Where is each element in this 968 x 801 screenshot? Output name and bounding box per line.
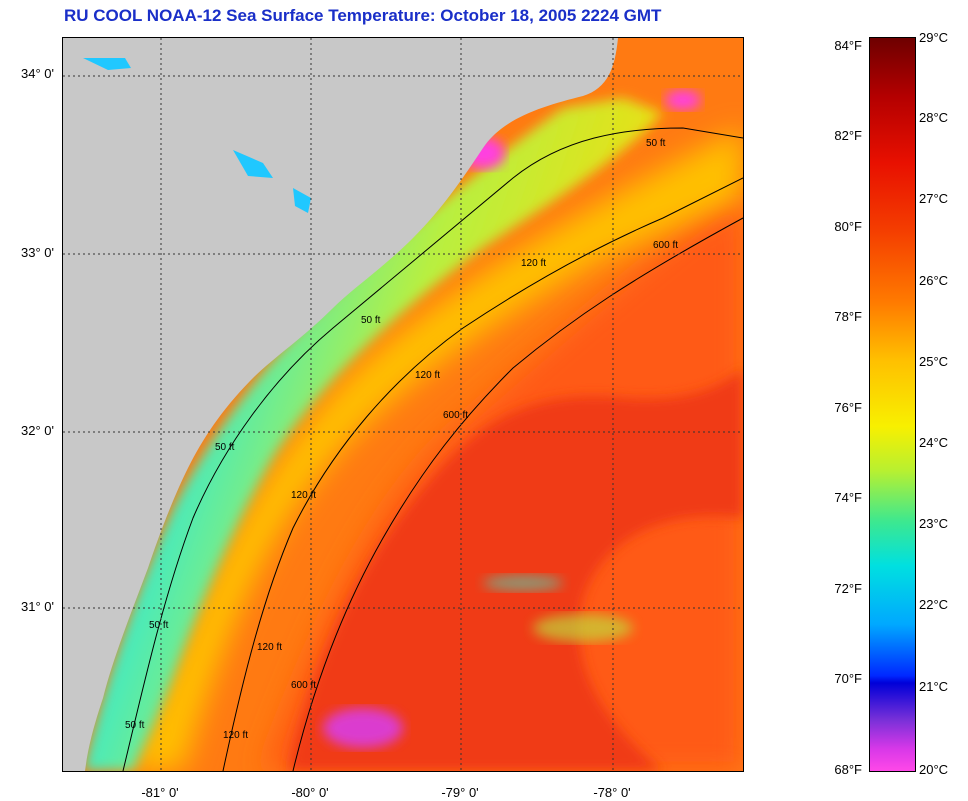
latitude-label: 32° 0' <box>21 423 54 438</box>
contour-label: 120 ft <box>291 490 316 501</box>
fahrenheit-label: 74°F <box>834 490 862 505</box>
fahrenheit-label: 76°F <box>834 400 862 415</box>
latitude-label: 34° 0' <box>21 66 54 81</box>
contour-label: 120 ft <box>257 642 282 653</box>
contour-label: 50 ft <box>149 620 169 631</box>
fahrenheit-label: 68°F <box>834 762 862 777</box>
longitude-label: -78° 0' <box>593 785 631 800</box>
contour-label: 50 ft <box>125 720 145 731</box>
map-title: RU COOL NOAA-12 Sea Surface Temperature:… <box>64 6 662 25</box>
sst-map-graphic: 50 ft 50 ft 50 ft 50 ft 50 ft 120 ft 120… <box>63 38 743 771</box>
celsius-label: 28°C <box>919 110 949 125</box>
latitude-label: 33° 0' <box>21 245 54 260</box>
longitude-label: -80° 0' <box>291 785 329 800</box>
celsius-label: 26°C <box>919 273 949 288</box>
contour-label: 120 ft <box>223 730 248 741</box>
sst-map[interactable]: 50 ft 50 ft 50 ft 50 ft 50 ft 120 ft 120… <box>62 37 744 772</box>
latitude-label: 31° 0' <box>21 599 54 614</box>
celsius-label: 21°C <box>919 679 949 694</box>
contour-label: 50 ft <box>215 442 235 453</box>
longitude-label: -81° 0' <box>141 785 179 800</box>
celsius-label: 22°C <box>919 597 949 612</box>
contour-label: 600 ft <box>653 240 678 251</box>
fahrenheit-label: 80°F <box>834 219 862 234</box>
fahrenheit-label: 82°F <box>834 128 862 143</box>
celsius-label: 27°C <box>919 191 949 206</box>
celsius-label: 24°C <box>919 435 949 450</box>
celsius-label: 29°C <box>919 30 949 45</box>
contour-label: 600 ft <box>291 680 316 691</box>
contour-label: 120 ft <box>415 370 440 381</box>
contour-label: 600 ft <box>443 410 468 421</box>
fahrenheit-label: 70°F <box>834 671 862 686</box>
fahrenheit-label: 84°F <box>834 38 862 53</box>
contour-label: 50 ft <box>646 138 666 149</box>
temperature-colorbar <box>869 37 916 772</box>
contour-label: 120 ft <box>521 258 546 269</box>
celsius-label: 25°C <box>919 354 949 369</box>
fahrenheit-label: 78°F <box>834 309 862 324</box>
celsius-label: 23°C <box>919 516 949 531</box>
fahrenheit-label: 72°F <box>834 581 862 596</box>
celsius-label: 20°C <box>919 762 949 777</box>
contour-label: 50 ft <box>361 315 381 326</box>
longitude-label: -79° 0' <box>441 785 479 800</box>
